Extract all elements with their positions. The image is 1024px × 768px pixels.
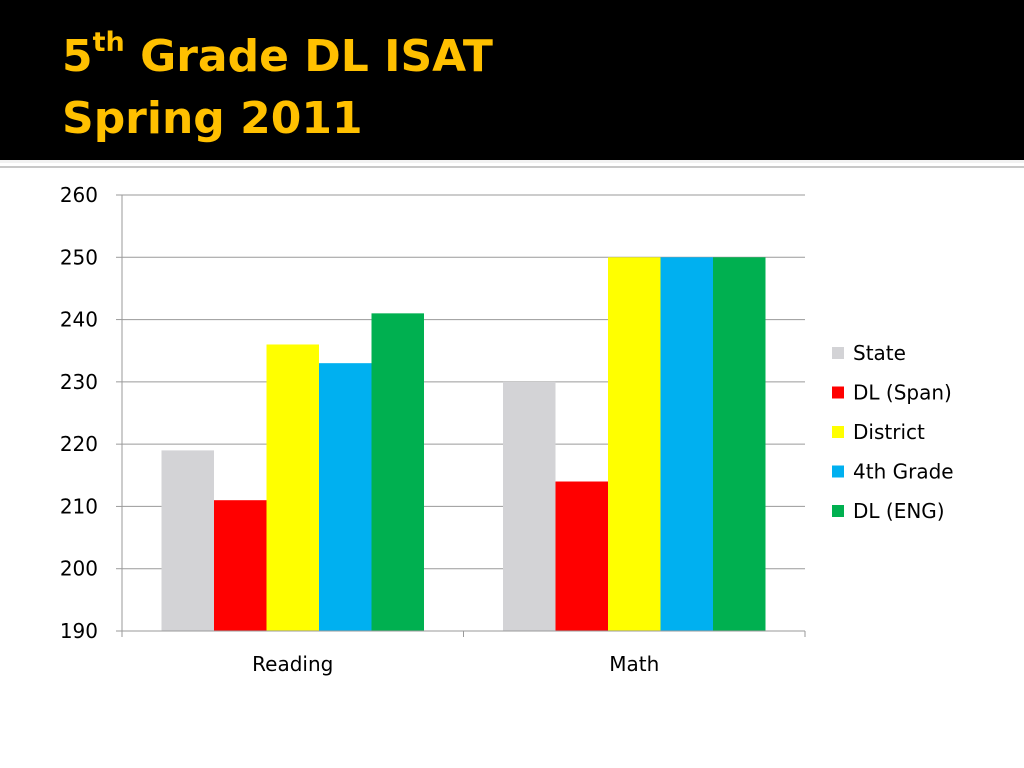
y-tick-labels: 190 200 210 220 230 240 250 260 <box>60 183 98 643</box>
bar-math-dl-span <box>555 481 608 631</box>
y-tick-label: 190 <box>60 619 98 643</box>
legend-item-dl-span: DL (Span) <box>832 381 952 405</box>
x-tick-label-math: Math <box>609 652 659 676</box>
legend-swatch-dl-span <box>832 386 844 399</box>
bar-math-dl-eng <box>713 257 766 631</box>
legend-item-dl-eng: DL (ENG) <box>832 499 945 523</box>
legend-label-dl-eng: DL (ENG) <box>853 499 945 523</box>
y-tick-label: 240 <box>60 308 98 332</box>
legend-item-district: District <box>832 420 925 444</box>
legend-swatch-state <box>832 347 844 359</box>
title-line-2: Spring 2011 <box>62 93 363 144</box>
title-suffix: th <box>92 27 125 59</box>
bar-reading-dl-eng <box>371 313 424 631</box>
legend-item-state: State <box>832 341 906 365</box>
x-tick-labels: Reading Math <box>252 652 659 676</box>
axes <box>116 194 806 637</box>
title-divider-shadow <box>0 166 1024 168</box>
legend-label-4th-grade: 4th Grade <box>853 460 954 484</box>
legend-swatch-district <box>832 426 844 438</box>
y-tick-label: 210 <box>60 494 98 518</box>
bar-reading-dl-span <box>214 500 267 631</box>
legend-swatch-4th-grade <box>832 465 844 478</box>
legend-label-state: State <box>853 341 906 365</box>
y-tick-label: 230 <box>60 370 98 394</box>
bar-math-state <box>503 381 556 631</box>
title-rest: Grade DL ISAT <box>124 31 493 82</box>
y-tick-label: 250 <box>60 245 98 269</box>
legend-label-district: District <box>853 420 925 444</box>
title-grade: 5 <box>62 31 93 82</box>
y-tick-label: 220 <box>60 432 98 456</box>
x-tick-label-reading: Reading <box>252 652 333 676</box>
bar-reading-4th-grade <box>319 363 372 631</box>
title-line-1: 5th Grade DL ISAT <box>62 26 493 88</box>
bars <box>161 257 766 631</box>
title-divider <box>0 160 1024 163</box>
slide-title: 5th Grade DL ISAT Spring 2011 <box>62 26 493 150</box>
legend-item-4th-grade: 4th Grade <box>832 460 954 484</box>
legend-swatch-dl-eng <box>832 505 844 517</box>
bar-reading-state <box>161 450 214 631</box>
bar-math-4th-grade <box>660 257 713 631</box>
bar-math-district <box>608 257 661 631</box>
title-band <box>0 0 1024 160</box>
y-tick-label: 200 <box>60 557 98 581</box>
legend-label-dl-span: DL (Span) <box>853 381 952 405</box>
y-tick-label: 260 <box>60 183 98 207</box>
legend: State DL (Span) District 4th Grade DL (ENG) <box>832 341 954 523</box>
bar-reading-district <box>266 344 319 631</box>
